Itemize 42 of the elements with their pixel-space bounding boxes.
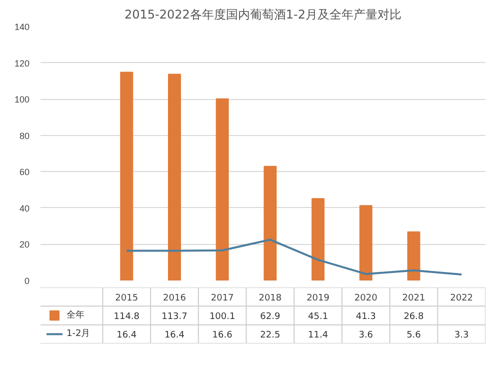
data-label: 16.4 [164,330,185,341]
bar [359,205,372,280]
data-label: 62.9 [260,312,280,322]
y-tick-label: 80 [19,130,30,141]
y-tick-label: 0 [24,276,30,286]
bar [216,98,229,280]
data-label: 5.6 [406,330,422,341]
x-tick-label: 2015 [115,293,138,304]
bar [264,166,277,280]
data-label: 16.4 [116,330,137,341]
data-label: 16.6 [212,330,233,341]
y-tick-label: 120 [14,58,30,68]
x-tick-label: 2019 [306,293,330,304]
y-tick-label: 140 [14,22,30,32]
y-tick-label: 20 [19,240,30,250]
bar [120,72,134,280]
data-label: 3.3 [454,330,469,341]
y-tick-label: 100 [14,94,30,105]
x-tick-label: 2022 [450,293,474,304]
line-series [126,238,463,276]
x-tick-label: 2016 [163,293,186,304]
x-tick-label: 2017 [210,293,234,304]
data-label: 22.5 [260,330,280,341]
data-label: 41.3 [356,312,376,322]
data-label: 3.6 [358,330,374,341]
bar [407,231,420,280]
bar [312,198,325,280]
x-tick-label: 2021 [402,293,426,304]
x-tick-label: 2020 [354,293,378,304]
y-tick-label: 40 [19,203,30,214]
data-label: 45.1 [308,312,328,322]
y-tick-label: 60 [19,167,30,178]
data-label: 11.4 [308,330,328,341]
data-label: 114.8 [114,312,140,322]
chart-title: 2015-2022各年度国内葡萄酒1-2月及全年产量对比 [124,8,402,22]
legend-label: 全年 [66,310,84,320]
data-label: 113.7 [162,312,188,322]
data-label: 100.1 [209,312,236,322]
legend-label: 1-2月 [66,329,90,340]
x-tick-label: 2018 [258,293,282,304]
bar [168,74,181,280]
data-label: 26.8 [404,312,424,322]
